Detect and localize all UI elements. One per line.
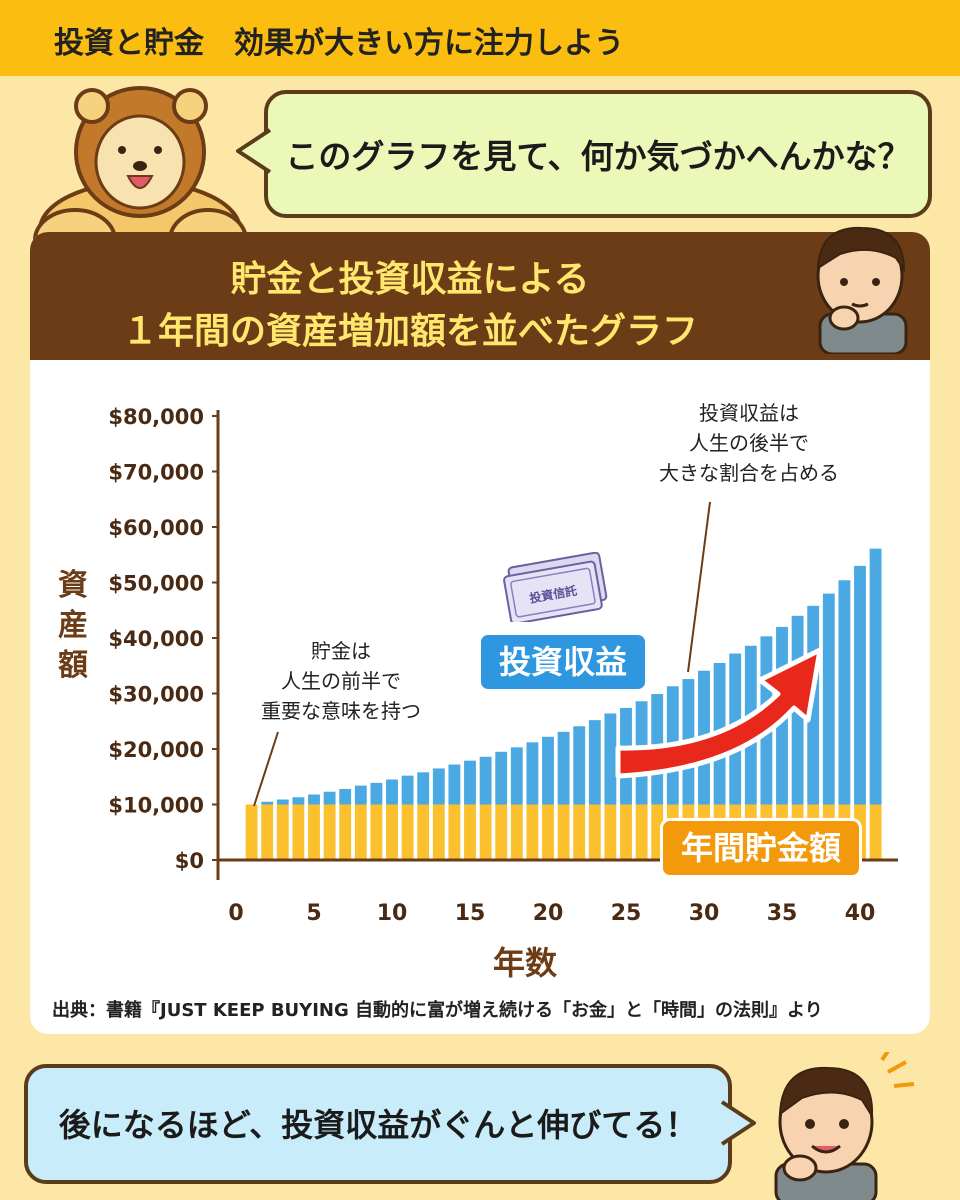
top-speech-bubble: このグラフを見て、何か気づかへんかな？ bbox=[264, 90, 932, 218]
growth-arrow-icon bbox=[615, 647, 823, 779]
page-title: 投資と貯金 効果が大きい方に注力しよう bbox=[54, 26, 624, 61]
excited-man-icon bbox=[774, 1052, 915, 1200]
investment-note-line: 大きな割合を占める bbox=[659, 461, 839, 485]
chart-title-line1: 貯金と投資収益による bbox=[230, 259, 590, 300]
header-bar: 投資と貯金 効果が大きい方に注力しよう bbox=[0, 0, 960, 76]
savings-note-leader-line bbox=[253, 731, 279, 807]
investment-note: 投資収益は 人生の後半で 大きな割合を占める bbox=[636, 398, 862, 488]
investment-series-label: 投資収益 bbox=[478, 632, 648, 692]
chart-card-header: 貯金と投資収益による １年間の資産増加額を並べたグラフ bbox=[30, 232, 930, 360]
investment-trust-ticket-icon: 投資信託 bbox=[503, 552, 608, 622]
investment-note-line: 投資収益は bbox=[699, 401, 799, 425]
x-axis-label: 年数 bbox=[492, 944, 557, 982]
savings-series-label: 年間貯金額 bbox=[660, 818, 862, 878]
chart-card: 貯金と投資収益による １年間の資産増加額を並べたグラフ bbox=[30, 232, 930, 1034]
bottom-speech-bubble: 後になるほど、投資収益がぐんと伸びてる！ bbox=[24, 1064, 732, 1184]
bubble-tail-icon bbox=[236, 128, 272, 174]
source-citation: 出典：書籍『JUST KEEP BUYING 自動的に富が増え続ける「お金」と「… bbox=[52, 1000, 823, 1021]
chart-title-line2: １年間の資産増加額を並べたグラフ bbox=[121, 311, 698, 352]
top-bubble-text: このグラフを見て、何か気づかへんかな？ bbox=[285, 137, 911, 176]
savings-note-line: 人生の前半で bbox=[281, 669, 401, 693]
investment-note-leader-line bbox=[687, 501, 711, 673]
investment-note-line: 人生の後半で bbox=[689, 431, 809, 455]
thinking-man-icon bbox=[816, 226, 908, 354]
savings-note: 貯金は 人生の前半で 重要な意味を持つ bbox=[236, 636, 446, 726]
bottom-bubble-tail-icon bbox=[720, 1100, 756, 1146]
savings-note-line: 貯金は bbox=[311, 639, 371, 663]
bottom-bubble-text: 後になるほど、投資収益がぐんと伸びてる！ bbox=[58, 1106, 698, 1144]
y-axis-label: 資産額 bbox=[58, 568, 88, 683]
savings-note-line: 重要な意味を持つ bbox=[261, 699, 421, 723]
